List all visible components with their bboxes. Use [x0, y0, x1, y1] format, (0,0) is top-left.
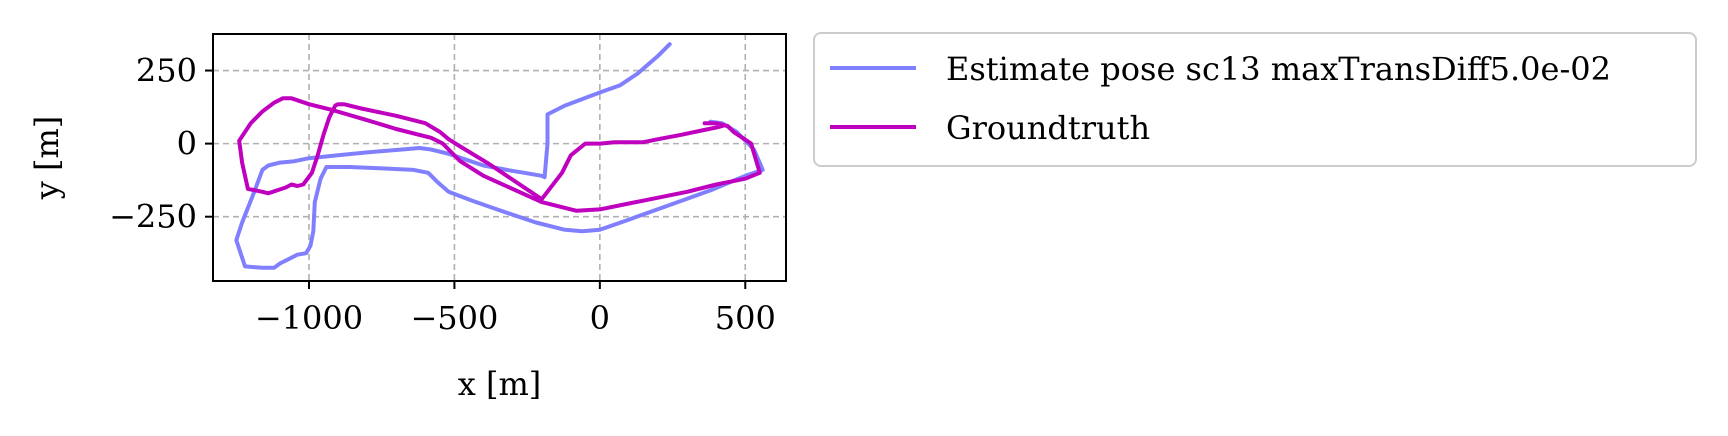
x-axis-label: x [m] — [458, 365, 542, 403]
series-groundtruth-line — [237, 96, 762, 213]
series-estimate-line — [234, 42, 765, 270]
ticks: −1000 −500 0 500 250 0 −250 — [109, 52, 776, 337]
legend-label-groundtruth: Groundtruth — [946, 109, 1150, 147]
legend: Estimate pose sc13 maxTransDiff5.0e-02 G… — [813, 32, 1697, 167]
y-axis-label: y [m] — [28, 116, 66, 201]
series-layer — [234, 42, 765, 270]
y-tick-label: 0 — [177, 125, 197, 163]
x-tick-label: −1000 — [255, 299, 363, 337]
x-tick-label: 0 — [590, 299, 610, 337]
legend-frame — [813, 32, 1697, 167]
x-tick-label: 500 — [715, 299, 776, 337]
y-tick-label: 250 — [136, 52, 197, 90]
y-tick-label: −250 — [109, 198, 197, 236]
plot-frame — [212, 33, 787, 282]
x-tick-label: −500 — [410, 299, 498, 337]
legend-label-estimate: Estimate pose sc13 maxTransDiff5.0e-02 — [946, 50, 1611, 88]
grid — [213, 34, 786, 281]
